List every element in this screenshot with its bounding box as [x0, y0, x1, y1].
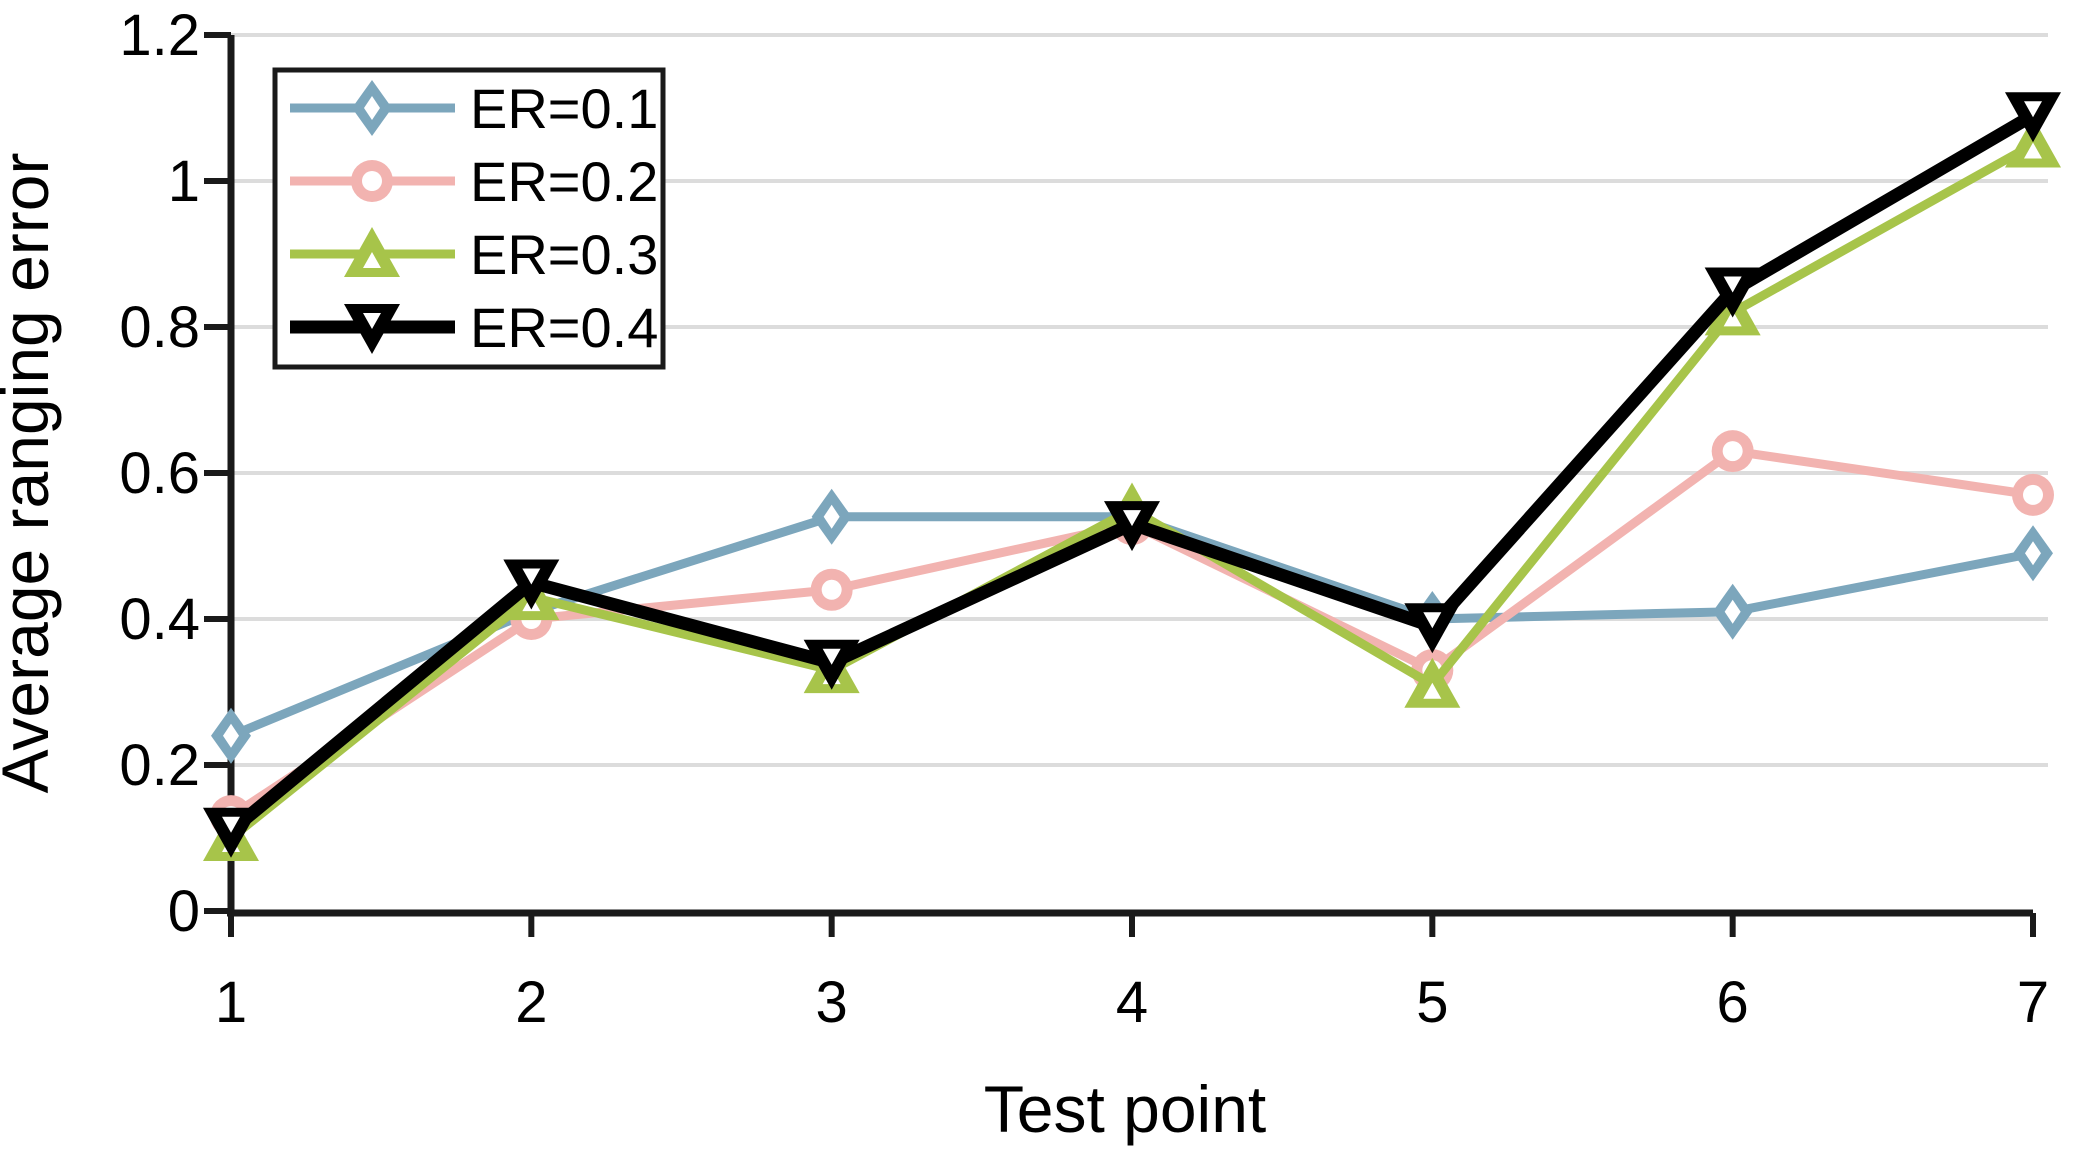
x-tick-label: 5	[1416, 970, 1448, 1035]
x-tick-label: 1	[215, 970, 247, 1035]
y-tick-label: 0.4	[119, 587, 200, 652]
y-tick-label: 0.8	[119, 295, 200, 360]
triangle-down-marker-hole	[1723, 276, 1742, 293]
triangle-down-marker-hole	[222, 816, 240, 833]
y-tick-label: 0.6	[119, 441, 200, 506]
legend-label: ER=0.2	[470, 150, 658, 213]
circle-marker-hole	[821, 579, 842, 600]
triangle-up-marker-hole	[363, 252, 381, 268]
x-axis-title: Test point	[984, 1072, 1267, 1146]
y-tick-label: 1.2	[119, 3, 200, 68]
y-tick-label: 1	[168, 149, 200, 214]
triangle-down-marker-hole	[1423, 612, 1442, 629]
triangle-down-marker-hole	[363, 313, 381, 329]
legend-box	[272, 67, 666, 370]
triangle-down-marker-hole	[822, 648, 841, 665]
circle-marker-hole	[1722, 441, 1743, 462]
x-tick-labels: 1 2 3 4 5 6 7	[215, 970, 2049, 1035]
legend-label: ER=0.1	[470, 77, 658, 140]
triangle-up-marker-hole	[1723, 310, 1742, 327]
series-er-0-4	[203, 92, 2061, 858]
legend-label: ER=0.4	[470, 296, 658, 359]
diamond-marker-hole	[2025, 541, 2041, 566]
axes	[204, 32, 2036, 937]
y-tick-label: 0.2	[119, 733, 200, 798]
triangle-down-marker-hole	[522, 568, 541, 585]
triangle-down-marker-hole	[1123, 510, 1141, 527]
diamond-marker-hole	[823, 504, 840, 529]
diamond-marker-hole	[364, 96, 380, 120]
legend-label: ER=0.3	[470, 223, 658, 286]
triangle-up-marker-hole	[1423, 682, 1442, 699]
circle-marker-hole	[2023, 484, 2043, 505]
x-tick-label: 3	[816, 970, 848, 1035]
triangle-up-marker-hole	[2024, 142, 2042, 159]
circle-marker-hole	[362, 171, 382, 191]
diamond-marker-hole	[1724, 599, 1741, 624]
legend: ER=0.1 ER=0.2 ER=0.3 ER=0.4	[272, 67, 666, 370]
x-tick-label: 7	[2017, 970, 2049, 1035]
y-axis-title: Average ranging error	[0, 153, 62, 794]
x-tick-label: 2	[515, 970, 547, 1035]
diamond-marker-hole	[223, 723, 239, 748]
x-tick-label: 4	[1116, 970, 1148, 1035]
x-tick-label: 6	[1717, 970, 1749, 1035]
data-series	[203, 92, 2061, 861]
y-tick-labels: 0 0.2 0.4 0.6 0.8 1 1.2	[119, 3, 200, 944]
y-tick-label: 0	[168, 879, 200, 944]
triangle-down-marker-hole	[2024, 101, 2042, 118]
